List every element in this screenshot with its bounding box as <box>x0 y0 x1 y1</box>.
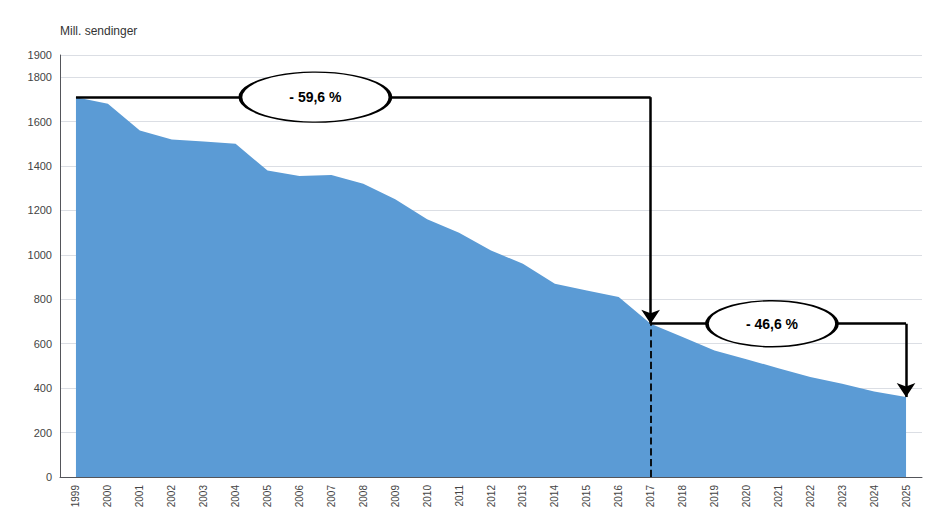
svg-text:2003: 2003 <box>198 485 209 508</box>
svg-text:2025: 2025 <box>901 485 912 508</box>
svg-text:2022: 2022 <box>805 485 816 508</box>
svg-text:2000: 2000 <box>102 485 113 508</box>
svg-text:1900: 1900 <box>28 49 52 61</box>
svg-text:2002: 2002 <box>166 485 177 508</box>
svg-text:2009: 2009 <box>390 485 401 508</box>
svg-text:0: 0 <box>46 471 52 483</box>
svg-text:2006: 2006 <box>294 485 305 508</box>
svg-text:2001: 2001 <box>134 485 145 508</box>
svg-text:- 59,6 %: - 59,6 % <box>289 89 342 105</box>
svg-text:600: 600 <box>34 338 52 350</box>
svg-text:2011: 2011 <box>454 485 465 507</box>
svg-text:2013: 2013 <box>517 485 528 508</box>
svg-text:- 46,6 %: - 46,6 % <box>746 316 799 332</box>
svg-text:2004: 2004 <box>230 485 241 508</box>
svg-text:2018: 2018 <box>677 485 688 508</box>
svg-text:1000: 1000 <box>28 249 52 261</box>
svg-text:1999: 1999 <box>70 485 81 508</box>
svg-text:2019: 2019 <box>709 485 720 508</box>
svg-text:2010: 2010 <box>422 485 433 508</box>
svg-text:2014: 2014 <box>549 485 560 508</box>
svg-text:2005: 2005 <box>262 485 273 508</box>
svg-text:1200: 1200 <box>28 204 52 216</box>
svg-text:2024: 2024 <box>869 485 880 508</box>
svg-text:1600: 1600 <box>28 116 52 128</box>
svg-text:2008: 2008 <box>358 485 369 508</box>
svg-text:2020: 2020 <box>741 485 752 508</box>
svg-text:1400: 1400 <box>28 160 52 172</box>
svg-text:800: 800 <box>34 293 52 305</box>
svg-text:2023: 2023 <box>837 485 848 508</box>
svg-text:200: 200 <box>34 427 52 439</box>
svg-text:1800: 1800 <box>28 71 52 83</box>
svg-text:2012: 2012 <box>486 485 497 508</box>
svg-text:400: 400 <box>34 382 52 394</box>
svg-text:2016: 2016 <box>613 485 624 508</box>
svg-text:Mill. sendinger: Mill. sendinger <box>60 24 137 38</box>
svg-text:2017: 2017 <box>645 485 656 508</box>
svg-text:2015: 2015 <box>581 485 592 508</box>
svg-text:2007: 2007 <box>326 485 337 508</box>
svg-text:2021: 2021 <box>773 485 784 508</box>
